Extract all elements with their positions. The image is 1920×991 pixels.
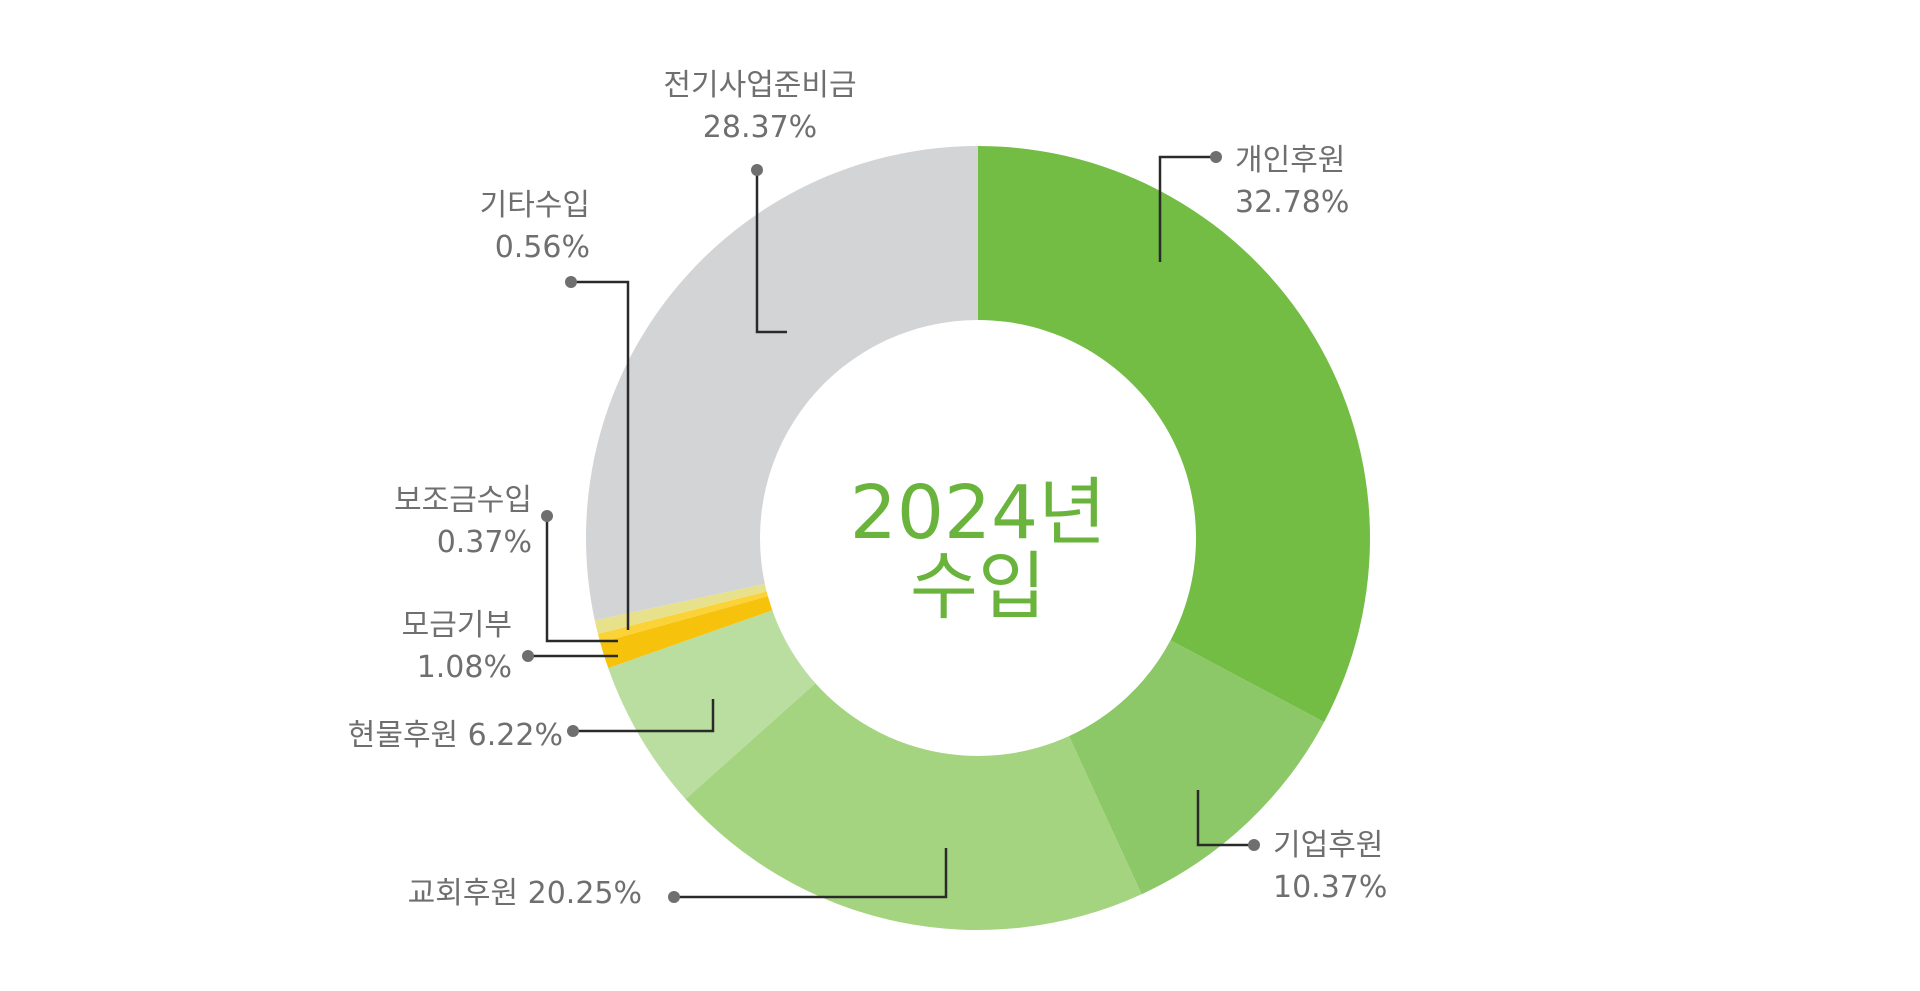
- slice-label-4: 현물후원 6.22%: [348, 718, 563, 753]
- pie-slice-3: [685, 683, 1142, 930]
- leader-dot-4: [567, 725, 579, 737]
- leader-line-2: [1196, 790, 1254, 847]
- leader-line-1: [1158, 155, 1216, 262]
- slice-value-7: 0.56%: [495, 230, 590, 265]
- slice-value-8: 28.37%: [703, 110, 817, 145]
- center-subtitle: 수입: [910, 544, 1046, 630]
- slice-label-8: 전기사업준비금: [663, 68, 856, 103]
- slice-label-1: 개인후원: [1235, 143, 1345, 178]
- slice-label-3: 교회후원 20.25%: [408, 876, 642, 911]
- slice-label-6: 보조금수입: [394, 483, 532, 518]
- labels-group: 개인후원 32.78% 기업후원 10.37% 교회후원 20.25% 현물후원 6.22…: [348, 68, 1388, 911]
- slices-group: [586, 146, 1370, 930]
- leader-line-7: [571, 280, 630, 630]
- leader-lines-group: [522, 151, 1260, 903]
- pie-slice-1: [978, 146, 1370, 723]
- pie-slice-8: [586, 146, 978, 621]
- slice-label-2: 기업후원: [1273, 828, 1383, 863]
- leader-dot-1: [1210, 151, 1222, 163]
- pie-slice-7: [594, 583, 767, 634]
- slice-value-1: 32.78%: [1235, 185, 1349, 220]
- center-title: 2024년: [850, 470, 1106, 556]
- pie-slice-6: [597, 591, 768, 643]
- slice-label-7: 기타수입: [480, 188, 590, 223]
- slice-value-6: 0.37%: [437, 525, 532, 560]
- leader-dot-8: [751, 164, 763, 176]
- leader-line-8: [755, 170, 787, 334]
- slice-value-2: 10.37%: [1273, 870, 1387, 905]
- slice-label-5: 모금기부: [402, 608, 512, 643]
- leader-dot-2: [1248, 839, 1260, 851]
- pie-slice-5: [600, 596, 773, 669]
- leader-dot-6: [541, 510, 553, 522]
- slice-value-5: 1.08%: [417, 650, 512, 685]
- pie-slice-2: [1068, 640, 1325, 895]
- leader-dot-5: [522, 650, 534, 662]
- leader-dot-7: [565, 276, 577, 288]
- leader-dot-3: [668, 891, 680, 903]
- leader-line-3: [674, 848, 948, 899]
- leader-line-4: [573, 699, 715, 733]
- leader-line-6: [545, 516, 618, 643]
